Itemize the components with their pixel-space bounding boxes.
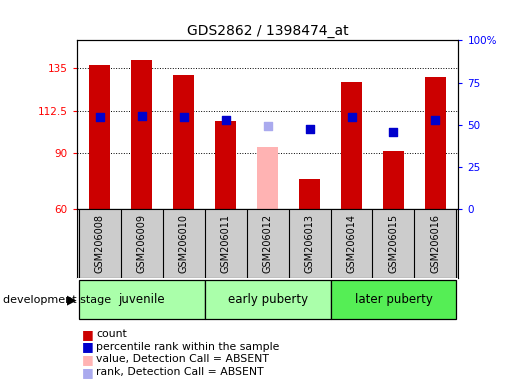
- Text: development stage: development stage: [3, 295, 111, 305]
- Text: GSM206011: GSM206011: [220, 214, 231, 273]
- Bar: [257, 147, 278, 209]
- Text: GSM206013: GSM206013: [305, 214, 315, 273]
- Text: GSM206014: GSM206014: [347, 214, 357, 273]
- Title: GDS2862 / 1398474_at: GDS2862 / 1398474_at: [187, 24, 348, 38]
- Bar: [299, 179, 320, 209]
- FancyBboxPatch shape: [79, 280, 205, 319]
- Text: ▶: ▶: [67, 293, 76, 306]
- FancyBboxPatch shape: [331, 280, 456, 319]
- Point: [138, 113, 146, 119]
- Text: GSM206009: GSM206009: [137, 214, 147, 273]
- Text: ■: ■: [82, 340, 94, 353]
- Text: ■: ■: [82, 328, 94, 341]
- Text: value, Detection Call = ABSENT: value, Detection Call = ABSENT: [96, 354, 269, 364]
- Text: GSM206010: GSM206010: [179, 214, 189, 273]
- Text: GSM206015: GSM206015: [388, 214, 399, 273]
- Bar: [425, 77, 446, 209]
- Text: percentile rank within the sample: percentile rank within the sample: [96, 342, 280, 352]
- Text: count: count: [96, 329, 127, 339]
- Text: juvenile: juvenile: [119, 293, 165, 306]
- Text: GSM206012: GSM206012: [263, 214, 272, 273]
- Point: [222, 117, 230, 123]
- Point: [389, 129, 398, 136]
- FancyBboxPatch shape: [205, 280, 331, 319]
- Text: GSM206016: GSM206016: [430, 214, 440, 273]
- Point: [96, 114, 104, 120]
- Bar: [173, 75, 195, 209]
- Text: later puberty: later puberty: [355, 293, 432, 306]
- Text: GSM206008: GSM206008: [95, 214, 105, 273]
- Bar: [131, 60, 152, 209]
- Point: [347, 114, 356, 120]
- Bar: [215, 121, 236, 209]
- Text: ■: ■: [82, 366, 94, 379]
- Point: [263, 122, 272, 129]
- Point: [180, 114, 188, 120]
- Bar: [90, 65, 110, 209]
- Bar: [383, 151, 404, 209]
- Point: [305, 126, 314, 132]
- Text: ■: ■: [82, 353, 94, 366]
- Bar: [341, 82, 362, 209]
- Text: rank, Detection Call = ABSENT: rank, Detection Call = ABSENT: [96, 367, 264, 377]
- Point: [431, 117, 439, 123]
- Text: early puberty: early puberty: [227, 293, 308, 306]
